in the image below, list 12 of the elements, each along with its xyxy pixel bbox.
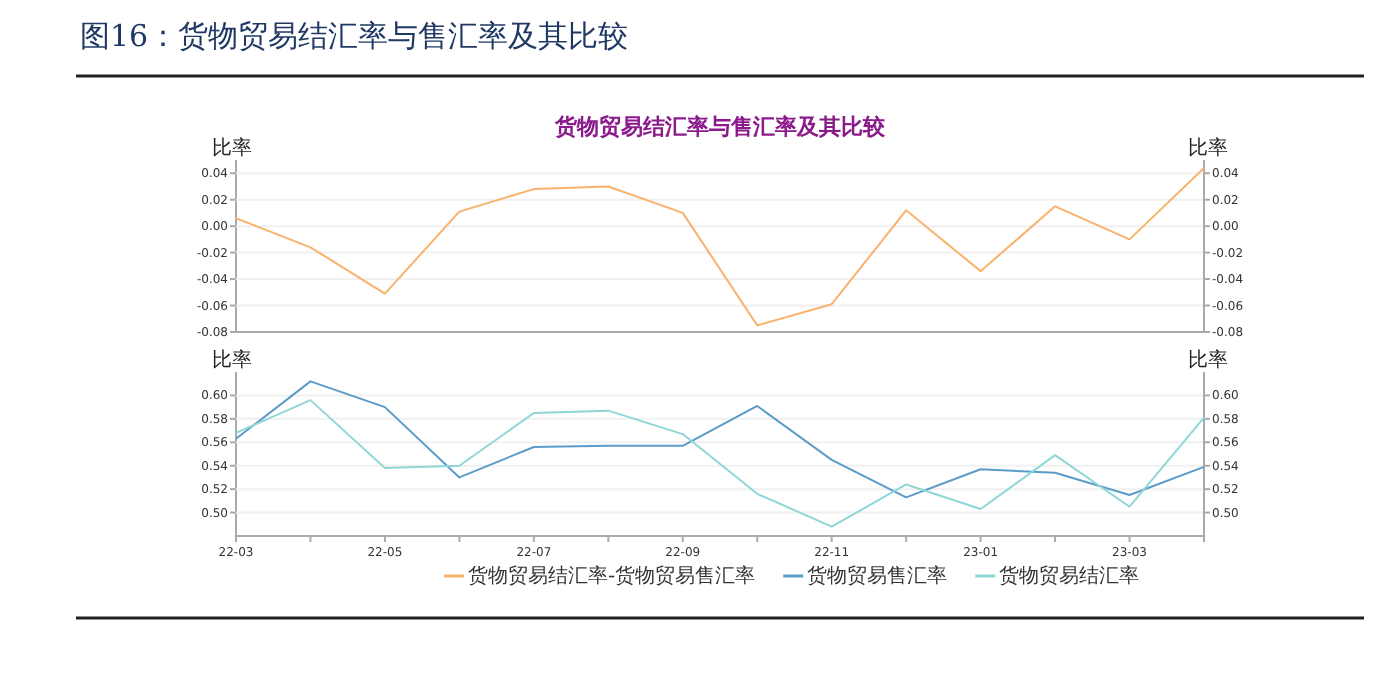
legend-label: 货物贸易结汇率-货物贸易售汇率 xyxy=(468,564,756,588)
y-axis-title: 比率 xyxy=(212,348,252,372)
line-series xyxy=(235,166,1205,327)
legend-label: 货物贸易售汇率 xyxy=(807,564,948,588)
legend-label: 货物贸易结汇率 xyxy=(999,564,1140,588)
y2-axis-title: 比率 xyxy=(1188,136,1228,160)
chart-title: 图16：货物贸易结汇率与售汇率及其比较 xyxy=(80,18,629,54)
line-series xyxy=(235,380,1205,499)
y2-axis-title: 比率 xyxy=(1188,348,1228,372)
line-series xyxy=(235,399,1205,528)
chart-subtitle: 货物贸易结汇率与售汇率及其比较 xyxy=(553,114,887,140)
y-axis-title: 比率 xyxy=(212,136,252,160)
